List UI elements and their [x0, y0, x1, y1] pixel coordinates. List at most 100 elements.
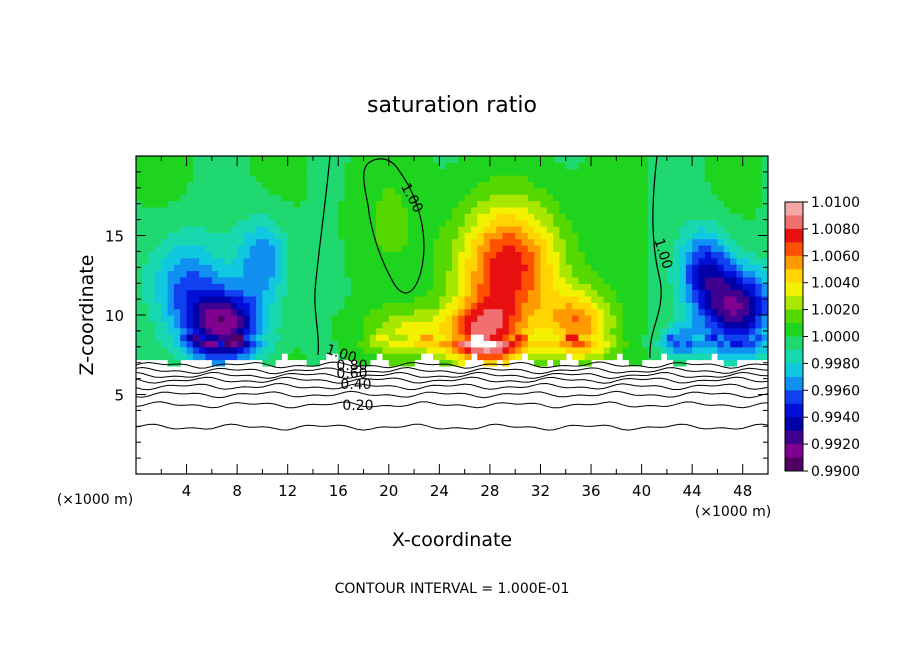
- heatmap-cell: [142, 327, 150, 335]
- heatmap-cell: [477, 315, 485, 322]
- heatmap-cell: [610, 168, 617, 176]
- heatmap-cell: [483, 156, 491, 163]
- heatmap-cell: [433, 206, 440, 214]
- contour-lines: 1.001.001.000.800.600.400.20: [136, 156, 768, 431]
- heatmap-cell: [388, 219, 396, 227]
- heatmap-cell: [300, 213, 308, 221]
- heatmap-cell: [331, 225, 339, 233]
- heatmap-cell: [319, 200, 327, 208]
- heatmap-cell: [666, 232, 674, 240]
- heatmap-cell: [376, 194, 384, 202]
- heatmap-cell: [685, 245, 693, 252]
- heatmap-cell: [331, 302, 339, 310]
- heatmap-cell: [275, 264, 282, 272]
- heatmap-cell: [464, 194, 472, 202]
- heatmap-cell: [470, 206, 478, 214]
- heatmap-cell: [325, 219, 333, 227]
- heatmap-cell: [376, 276, 384, 284]
- heatmap-cell: [350, 219, 358, 227]
- heatmap-cell: [622, 327, 630, 335]
- heatmap-cell: [496, 187, 504, 195]
- heatmap-cell: [666, 264, 674, 272]
- heatmap-cell: [666, 346, 674, 354]
- heatmap-cell: [559, 181, 567, 189]
- heatmap-cell: [148, 245, 156, 252]
- heatmap-cell: [477, 353, 485, 361]
- heatmap-cell: [161, 308, 169, 316]
- heatmap-cell: [483, 206, 491, 214]
- heatmap-cell: [452, 181, 459, 189]
- heatmap-cell: [692, 289, 700, 297]
- heatmap-cell: [173, 219, 181, 227]
- heatmap-cell: [363, 308, 371, 316]
- heatmap-cell: [470, 245, 478, 252]
- heatmap-cell: [224, 353, 232, 361]
- heatmap-cell: [502, 219, 510, 227]
- heatmap-cell: [357, 276, 365, 284]
- heatmap-cell: [452, 289, 459, 297]
- heatmap-cell: [730, 238, 737, 246]
- heatmap-cell: [357, 175, 365, 183]
- heatmap-cell: [603, 327, 611, 335]
- heatmap-cell: [199, 200, 207, 208]
- heatmap-cell: [350, 187, 358, 195]
- heatmap-cell: [660, 232, 668, 240]
- heatmap-cell: [218, 321, 226, 329]
- heatmap-cell: [464, 162, 472, 170]
- heatmap-cell: [565, 175, 573, 183]
- heatmap-cell: [458, 334, 466, 342]
- heatmap-cell: [483, 283, 491, 291]
- heatmap-cell: [755, 270, 763, 278]
- heatmap-cell: [243, 302, 251, 310]
- heatmap-cell: [622, 276, 630, 284]
- heatmap-cell: [742, 327, 750, 335]
- heatmap-cell: [692, 353, 700, 361]
- heatmap-cell: [546, 302, 554, 310]
- heatmap-cell: [673, 308, 681, 316]
- heatmap-cell: [275, 219, 282, 227]
- heatmap-cell: [635, 353, 643, 361]
- heatmap-cell: [268, 257, 276, 265]
- heatmap-cell: [249, 257, 257, 265]
- heatmap-cell: [470, 168, 478, 176]
- heatmap-cell: [369, 257, 377, 265]
- heatmap-cell: [407, 162, 415, 170]
- heatmap-cell: [382, 257, 390, 265]
- heatmap-cell: [281, 308, 289, 316]
- heatmap-cell: [243, 219, 251, 227]
- heatmap-cell: [755, 206, 763, 214]
- heatmap-cell: [325, 238, 333, 246]
- heatmap-cell: [534, 213, 542, 221]
- heatmap-cell: [730, 175, 737, 183]
- heatmap-cell: [281, 257, 289, 265]
- heatmap-cell: [173, 156, 181, 163]
- heatmap-cell: [376, 257, 384, 265]
- heatmap-cell: [395, 302, 403, 310]
- heatmap-cell: [173, 257, 181, 265]
- heatmap-cell: [369, 168, 377, 176]
- heatmap-cell: [218, 308, 226, 316]
- heatmap-cell: [698, 225, 706, 233]
- heatmap-cell: [388, 232, 396, 240]
- heatmap-cell: [521, 175, 529, 183]
- heatmap-cell: [287, 295, 295, 303]
- heatmap-cell: [685, 194, 693, 202]
- heatmap-cell: [603, 283, 611, 291]
- heatmap-cell: [344, 289, 352, 297]
- heatmap-cell: [338, 308, 346, 316]
- heatmap-cell: [704, 270, 712, 278]
- heatmap-cell: [376, 321, 384, 329]
- heatmap-cell: [452, 321, 459, 329]
- heatmap-cell: [161, 276, 169, 284]
- heatmap-cell: [673, 353, 681, 361]
- heatmap-cell: [572, 270, 579, 278]
- heatmap-cell: [578, 232, 586, 240]
- heatmap-cell: [407, 232, 415, 240]
- heatmap-cell: [420, 327, 428, 335]
- heatmap-cell: [230, 181, 238, 189]
- heatmap-cell: [698, 270, 706, 278]
- heatmap-cell: [452, 251, 459, 259]
- heatmap-cell: [616, 289, 624, 297]
- heatmap-cell: [433, 283, 440, 291]
- heatmap-cell: [628, 168, 636, 176]
